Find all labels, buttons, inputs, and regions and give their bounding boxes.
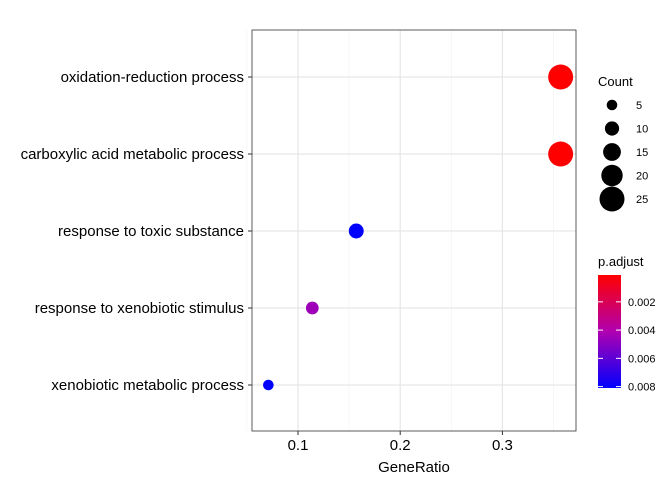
size-legend-key	[599, 186, 625, 212]
size-legend-label: 5	[636, 100, 642, 112]
size-legend-label: 25	[636, 194, 648, 206]
color-legend-label: 0.008	[628, 382, 656, 394]
data-point	[348, 223, 364, 239]
data-point	[305, 301, 319, 315]
data-point	[263, 379, 274, 391]
y-tick-label: response to xenobiotic stimulus	[35, 300, 244, 317]
color-legend-label: 0.006	[628, 353, 656, 365]
y-axis: oxidation-reduction process carboxylic ac…	[21, 69, 252, 394]
x-tick-label: 0.2	[390, 437, 411, 454]
color-legend-title: p.adjust	[598, 254, 644, 269]
size-legend-key	[601, 164, 623, 187]
size-legend: Count 5 10 15 20 25	[598, 74, 648, 212]
size-legend-key	[606, 99, 618, 111]
data-point	[548, 141, 574, 167]
y-tick-label: carboxylic acid metabolic process	[21, 146, 244, 163]
color-legend: p.adjust 0.002 0.004 0.006 0.008	[598, 254, 656, 394]
x-tick-label: 0.3	[492, 437, 513, 454]
color-legend-label: 0.004	[628, 325, 656, 337]
x-tick-label: 0.1	[288, 437, 309, 454]
color-legend-bar	[598, 275, 621, 388]
grid-lines	[246, 30, 576, 431]
data-point	[548, 64, 574, 90]
y-tick-label: response to toxic substance	[58, 223, 244, 240]
y-tick-label: xenobiotic metabolic process	[51, 377, 244, 394]
size-legend-key	[604, 121, 620, 136]
size-legend-label: 10	[636, 124, 648, 136]
color-legend-label: 0.002	[628, 297, 656, 309]
size-legend-key	[603, 143, 621, 161]
size-legend-label: 15	[636, 147, 648, 159]
y-tick-label: oxidation-reduction process	[61, 69, 244, 86]
size-legend-label: 20	[636, 171, 648, 183]
size-legend-title: Count	[598, 74, 633, 89]
data-points	[263, 64, 574, 391]
x-axis: 0.1 0.2 0.3	[288, 431, 513, 454]
x-axis-title: GeneRatio	[378, 459, 450, 476]
